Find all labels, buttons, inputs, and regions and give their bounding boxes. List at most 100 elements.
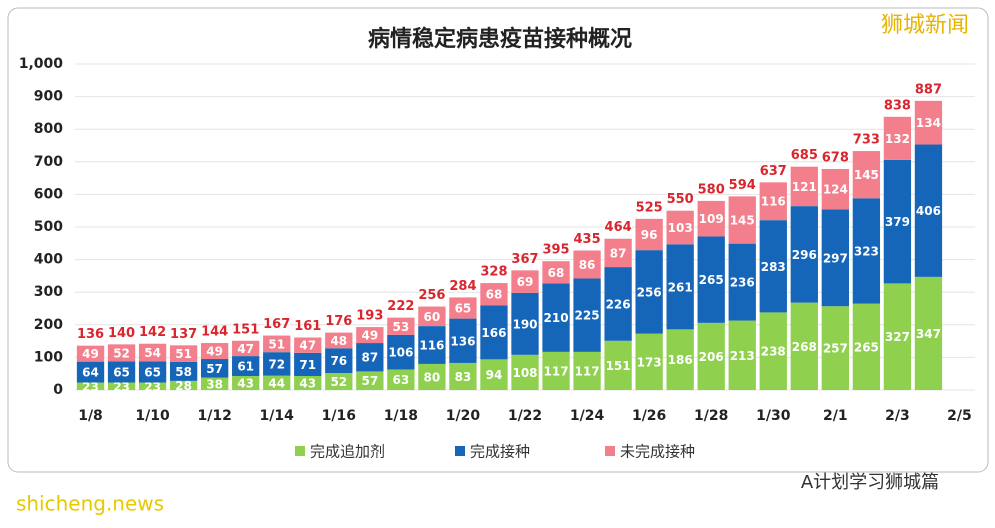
legend-swatch: [295, 446, 305, 456]
bar-segment: [883, 159, 912, 284]
segment-label: 63: [393, 373, 410, 387]
bar-segment: [232, 375, 260, 390]
segment-label: 65: [144, 365, 161, 379]
bar-segment: [511, 354, 539, 390]
segment-label: 68: [486, 288, 503, 302]
bar-segment: [697, 322, 725, 390]
bar-segment: [356, 343, 384, 372]
bar-segment: [138, 361, 167, 383]
segment-label: 53: [393, 320, 410, 334]
bar-segment: [138, 343, 167, 362]
total-label: 142: [139, 325, 166, 340]
bar-segment: [542, 283, 570, 352]
bar-segment: [759, 220, 787, 313]
segment-label: 116: [419, 339, 444, 353]
segment-label: 257: [823, 342, 848, 356]
y-tick-label: 0: [53, 382, 63, 398]
segment-label: 58: [175, 365, 192, 379]
segment-label: 265: [699, 273, 724, 287]
bar-segment: [107, 361, 136, 383]
y-tick-label: 600: [34, 186, 63, 202]
bar-segment: [790, 302, 818, 390]
total-label: 193: [356, 309, 383, 324]
legend-swatch: [455, 446, 465, 456]
legend-label: 完成接种: [470, 443, 530, 461]
bar-segment: [759, 182, 787, 221]
chart-title: 病情稳定病患疫苗接种概况: [368, 26, 632, 52]
segment-label: 28: [175, 379, 192, 393]
segment-label: 226: [606, 297, 631, 311]
bar-segment: [883, 116, 912, 160]
segment-label: 49: [206, 345, 223, 359]
segment-label: 86: [579, 258, 596, 272]
y-tick-label: 900: [34, 89, 63, 105]
segment-label: 265: [854, 340, 879, 354]
bar-segment: [573, 250, 601, 279]
watermark: shicheng.news: [16, 492, 164, 516]
legend-label: 未完成接种: [620, 443, 695, 461]
total-label: 395: [542, 243, 569, 258]
y-tick-label: 500: [34, 219, 63, 235]
segment-label: 116: [761, 195, 786, 209]
total-label: 137: [170, 327, 197, 342]
bar-segment: [480, 305, 508, 360]
segment-label: 23: [113, 380, 130, 394]
segment-label: 109: [699, 212, 724, 226]
bar-segment: [604, 267, 632, 341]
segment-label: 43: [237, 376, 254, 390]
bar-segment: [790, 206, 818, 303]
y-tick-label: 100: [34, 349, 63, 365]
bar-segment: [449, 318, 477, 363]
segment-label: 283: [761, 260, 786, 274]
bar-segment: [263, 375, 291, 390]
segment-label: 103: [668, 221, 693, 235]
segment-label: 23: [82, 380, 99, 394]
bar-segment: [697, 200, 725, 237]
x-tick-label: 1/14: [260, 408, 295, 424]
bar-segment: [107, 382, 136, 390]
segment-label: 72: [268, 357, 285, 371]
segment-label: 60: [424, 310, 441, 324]
segment-label: 296: [792, 248, 817, 262]
bar-segment: [387, 317, 415, 335]
bar-segment: [418, 363, 446, 390]
segment-label: 238: [761, 345, 786, 359]
y-tick-label: 700: [34, 154, 63, 170]
segment-label: 151: [606, 359, 631, 373]
segment-label: 327: [885, 330, 910, 344]
bar-segment: [666, 210, 694, 245]
bar-segment: [356, 371, 384, 390]
segment-label: 213: [730, 349, 755, 363]
segment-label: 145: [730, 213, 755, 227]
segment-label: 83: [455, 370, 472, 384]
segment-label: 61: [237, 360, 254, 374]
x-tick-label: 2/3: [885, 408, 910, 424]
bar-segment: [169, 345, 198, 362]
bar-segment: [666, 329, 694, 390]
segment-label: 166: [481, 326, 506, 340]
segment-label: 347: [916, 327, 941, 341]
x-tick-label: 1/8: [78, 408, 103, 424]
bar-segment: [914, 276, 943, 390]
bar-segment: [542, 261, 570, 284]
segment-label: 71: [299, 358, 316, 372]
segment-label: 49: [82, 347, 99, 361]
total-label: 176: [325, 314, 352, 329]
total-label: 525: [636, 200, 663, 215]
segment-label: 106: [388, 346, 413, 360]
bar-segment: [107, 344, 136, 362]
bar-segment: [325, 373, 353, 390]
bar-segment: [883, 283, 912, 390]
watermark: A计划学习狮城篇: [801, 472, 939, 493]
bar-segment: [697, 236, 725, 323]
total-label: 167: [263, 317, 290, 332]
x-tick-label: 2/5: [947, 408, 972, 424]
bar-segment: [728, 196, 756, 244]
bar-segment: [201, 359, 229, 378]
total-label: 328: [480, 265, 507, 280]
total-label: 222: [387, 299, 414, 314]
segment-label: 190: [512, 317, 537, 331]
total-label: 435: [573, 232, 600, 247]
bar-segment: [604, 238, 632, 268]
segment-label: 236: [730, 276, 755, 290]
